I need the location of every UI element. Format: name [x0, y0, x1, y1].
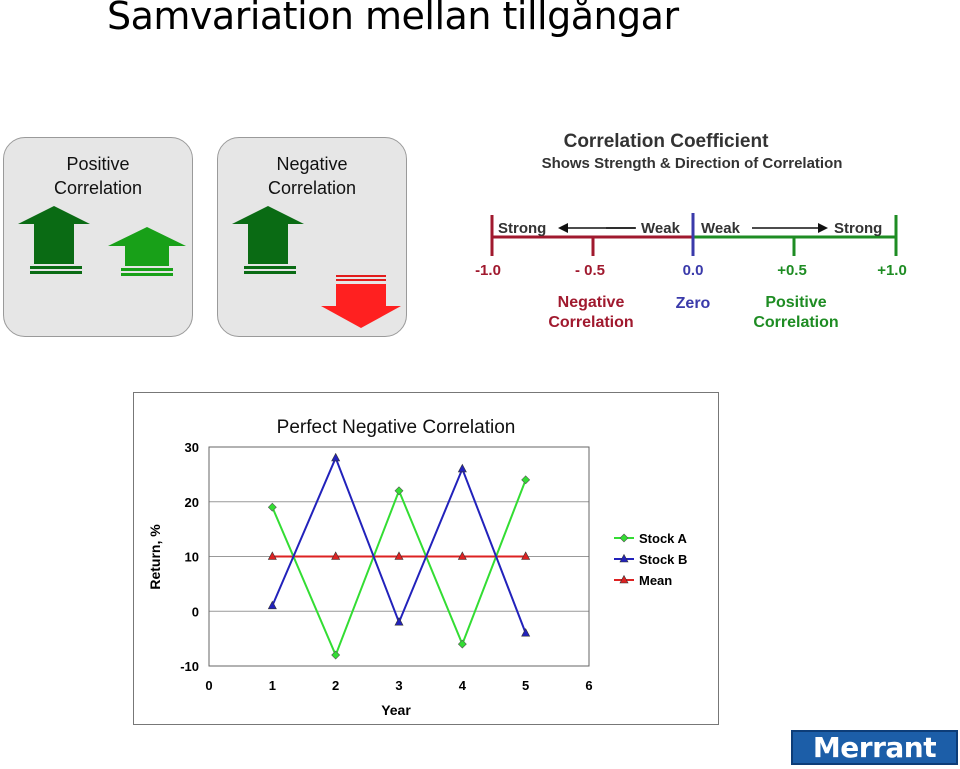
- legend-marker-stock-a: [619, 533, 629, 543]
- negative-correlation-chart: Perfect Negative Correlation -10 0 10 20 30 …: [133, 392, 719, 725]
- data-point-mean: [267, 551, 277, 560]
- data-point-stock-b: [457, 463, 467, 473]
- merrant-logo: Merrant: [791, 730, 958, 765]
- y-tick-label: 30: [185, 440, 199, 455]
- negative-arrows-graphic: [232, 206, 401, 328]
- chart-title: Perfect Negative Correlation: [277, 417, 516, 438]
- data-point-mean: [331, 551, 341, 560]
- y-axis-label: Return, %: [147, 524, 163, 590]
- data-point-mean: [394, 551, 404, 560]
- series-line-stock-a: [271, 479, 527, 658]
- data-point-stock-b: [267, 600, 277, 610]
- chart-legend: Stock A Stock B Mean: [614, 531, 688, 588]
- tick-label-minus-half: - 0.5: [575, 262, 605, 279]
- data-point-stock-b: [521, 628, 531, 637]
- positive-correlation-label: Positive Correlation: [753, 294, 838, 331]
- negative-panel-title: Negative Correlation: [267, 154, 357, 198]
- legend-marker-stock-b: [619, 553, 629, 563]
- x-tick-label: 5: [522, 678, 529, 693]
- series-layer: [267, 452, 531, 660]
- legend-label-stock-b: Stock B: [639, 552, 687, 567]
- arrow-right-head-icon: [818, 223, 828, 233]
- tick-label-plus-half: +0.5: [777, 262, 807, 279]
- data-point-stock-a: [521, 475, 531, 485]
- green-up-arrow-icon: [108, 227, 186, 276]
- x-tick-labels: 0 1 2 3 4 5 6: [205, 678, 592, 693]
- y-tick-label: 10: [185, 550, 199, 565]
- tick-label-minus-one: -1.0: [475, 262, 501, 279]
- scale-title: Correlation Coefficient: [564, 131, 769, 152]
- data-point-stock-a: [394, 486, 404, 496]
- arrow-left-head-icon: [558, 223, 568, 233]
- data-point-stock-a: [457, 639, 467, 649]
- dark-green-up-arrow-icon: [232, 206, 304, 274]
- y-tick-labels: -10 0 10 20 30: [180, 440, 199, 674]
- negative-weak-label: Weak: [641, 220, 681, 237]
- zero-correlation-label: Zero: [676, 295, 711, 312]
- positive-arrows-graphic: [18, 206, 186, 276]
- x-tick-label: 0: [205, 678, 212, 693]
- data-point-stock-b: [394, 617, 404, 626]
- plot-area-frame: [208, 446, 590, 667]
- negative-strong-label: Strong: [498, 220, 546, 237]
- legend-marker-mean: [619, 574, 629, 584]
- gridlines: [209, 446, 589, 612]
- x-axis-label: Year: [381, 702, 411, 718]
- y-tick-label: -10: [180, 659, 199, 674]
- y-tick-label: 20: [185, 495, 199, 510]
- x-tick-label: 1: [269, 678, 276, 693]
- data-point-mean: [521, 551, 531, 560]
- negative-correlation-label: Negative Correlation: [548, 294, 633, 331]
- slide-title: Samvariation mellan tillgångar: [107, 0, 679, 38]
- data-point-stock-a: [331, 650, 341, 660]
- y-tick-label: 0: [192, 604, 199, 619]
- x-tick-label: 3: [395, 678, 402, 693]
- tick-label-zero: 0.0: [683, 262, 704, 279]
- positive-strong-label: Strong: [834, 220, 882, 237]
- data-point-mean: [457, 551, 467, 560]
- positive-correlation-panel: Positive Correlation: [3, 137, 193, 337]
- positive-weak-label: Weak: [701, 220, 741, 237]
- red-down-arrow-icon: [321, 275, 401, 328]
- scale-subtitle: Shows Strength & Direction of Correlatio…: [542, 155, 843, 172]
- x-tick-label: 4: [459, 678, 467, 693]
- dark-green-up-arrow-icon: [18, 206, 90, 274]
- legend-label-mean: Mean: [639, 573, 672, 588]
- tick-label-plus-one: +1.0: [877, 262, 907, 279]
- negative-correlation-panel: Negative Correlation: [217, 137, 407, 337]
- chart-canvas: Perfect Negative Correlation -100102030 …: [147, 417, 688, 718]
- series-line-stock-b: [271, 455, 527, 634]
- data-point-stock-b: [331, 452, 341, 462]
- x-tick-label: 6: [585, 678, 592, 693]
- legend-label-stock-a: Stock A: [639, 531, 688, 546]
- x-tick-label: 2: [332, 678, 339, 693]
- positive-panel-title: Positive Correlation: [53, 154, 143, 198]
- correlation-coefficient-scale: Correlation Coefficient Shows Strength &…: [475, 131, 907, 331]
- data-point-stock-a: [267, 502, 277, 512]
